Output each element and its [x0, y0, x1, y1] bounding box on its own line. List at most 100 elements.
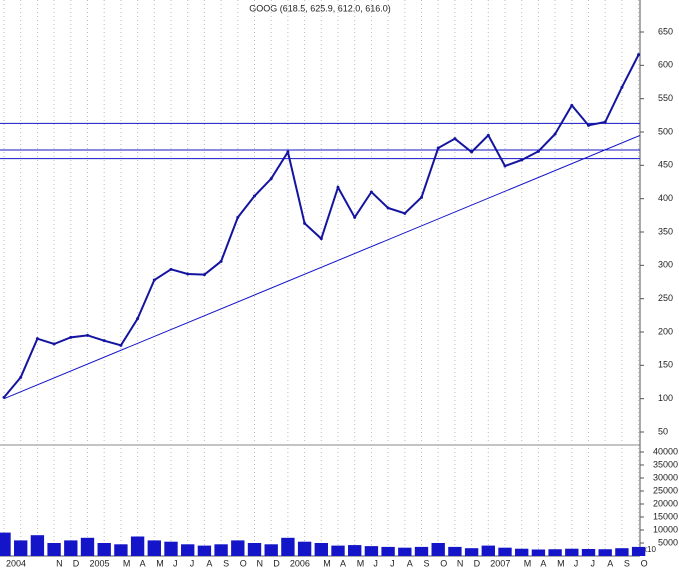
volume-bar: [164, 541, 178, 556]
volume-bar: [181, 544, 195, 556]
volume-unit-label: x10: [643, 545, 656, 554]
y-tick-label: 400: [658, 193, 673, 203]
volume-bar: [364, 546, 379, 556]
price-point: [369, 190, 373, 194]
x-tick-label: M: [357, 558, 365, 568]
y-tick-label: 200: [658, 326, 673, 336]
volume-bar: [414, 546, 429, 556]
price-point: [119, 343, 123, 347]
price-point: [453, 137, 457, 141]
volume-bar: [247, 543, 262, 556]
chart-title: GOOG (618.5, 625.9, 612.0, 616.0): [249, 3, 391, 13]
x-tick-label: 2004: [6, 558, 26, 568]
volume-bar: [598, 549, 612, 556]
x-tick-label: O: [641, 558, 648, 568]
volume-bar: [197, 545, 212, 556]
y-tick-label: 100: [658, 393, 673, 403]
price-point: [603, 120, 607, 124]
volume-tick-label: 15000: [653, 511, 678, 521]
volume-bar: [264, 544, 278, 556]
x-tick-label: D: [73, 558, 80, 568]
y-tick-label: 350: [658, 226, 673, 236]
volume-bar: [281, 537, 295, 556]
volume-bar: [80, 537, 95, 556]
volume-bar: [231, 540, 245, 556]
x-tick-label: J: [574, 558, 579, 568]
volume-bar: [515, 548, 529, 556]
volume-bar: [314, 543, 328, 556]
x-tick-label: A: [407, 558, 413, 568]
x-tick-label: A: [140, 558, 146, 568]
volume-bar: [14, 540, 28, 556]
volume-bar: [297, 541, 312, 556]
price-point: [202, 273, 206, 277]
price-point: [587, 123, 590, 127]
x-tick-label: M: [156, 558, 164, 568]
volume-tick-label: 5000: [658, 537, 678, 547]
volume-bar: [615, 548, 629, 556]
x-tick-label: A: [607, 558, 613, 568]
price-point: [637, 53, 641, 57]
x-tick-label: S: [223, 558, 229, 568]
x-tick-label: O: [240, 558, 247, 568]
volume-bar: [130, 536, 145, 556]
price-point: [420, 195, 423, 199]
volume-bar: [0, 532, 11, 556]
volume-bar: [114, 544, 128, 556]
price-point: [503, 164, 507, 168]
x-tick-label: N: [257, 558, 264, 568]
volume-tick-label: 35000: [653, 459, 678, 469]
x-tick-label: M: [323, 558, 331, 568]
volume-bar: [348, 545, 362, 556]
price-point: [152, 278, 156, 282]
price-point: [536, 149, 540, 153]
x-tick-label: A: [540, 558, 546, 568]
volume-tick-label: 30000: [653, 472, 678, 482]
price-point: [620, 85, 624, 89]
price-point: [336, 185, 340, 189]
price-point: [52, 342, 56, 346]
price-point: [219, 259, 223, 263]
volume-tick-label: 20000: [653, 498, 678, 508]
price-point: [69, 335, 73, 339]
x-tick-label: 2006: [290, 558, 310, 568]
x-tick-label: 2005: [90, 558, 110, 568]
volume-bar: [631, 546, 646, 556]
price-point: [269, 177, 273, 181]
y-tick-label: 300: [658, 260, 673, 270]
price-point: [319, 237, 323, 241]
y-tick-label: 50: [658, 426, 668, 436]
volume-bar: [498, 547, 512, 556]
volume-tick-label: 10000: [653, 524, 678, 534]
x-tick-label: O: [440, 558, 447, 568]
price-point: [486, 133, 490, 137]
x-tick-label: N: [56, 558, 63, 568]
y-tick-label: 250: [658, 293, 673, 303]
x-tick-label: 2007: [490, 558, 510, 568]
price-point: [35, 337, 39, 341]
volume-bar: [531, 549, 546, 556]
price-point: [253, 194, 256, 198]
volume-bar: [64, 540, 78, 556]
price-point: [86, 333, 89, 337]
volume-bar: [464, 548, 479, 556]
volume-bar: [398, 547, 412, 556]
price-point: [403, 211, 407, 215]
y-tick-label: 150: [658, 360, 673, 370]
y-tick-label: 600: [658, 60, 673, 70]
volume-bar: [381, 546, 395, 556]
x-tick-label: A: [206, 558, 212, 568]
x-tick-label: M: [557, 558, 565, 568]
volume-bar: [47, 543, 61, 556]
price-point: [353, 215, 357, 219]
x-tick-label: D: [273, 558, 280, 568]
volume-bar: [30, 535, 45, 556]
volume-bar: [147, 540, 161, 556]
volume-bar: [565, 548, 579, 556]
price-point: [386, 206, 390, 210]
trendline: [3, 134, 641, 400]
price-point: [436, 146, 440, 150]
x-tick-label: J: [190, 558, 195, 568]
